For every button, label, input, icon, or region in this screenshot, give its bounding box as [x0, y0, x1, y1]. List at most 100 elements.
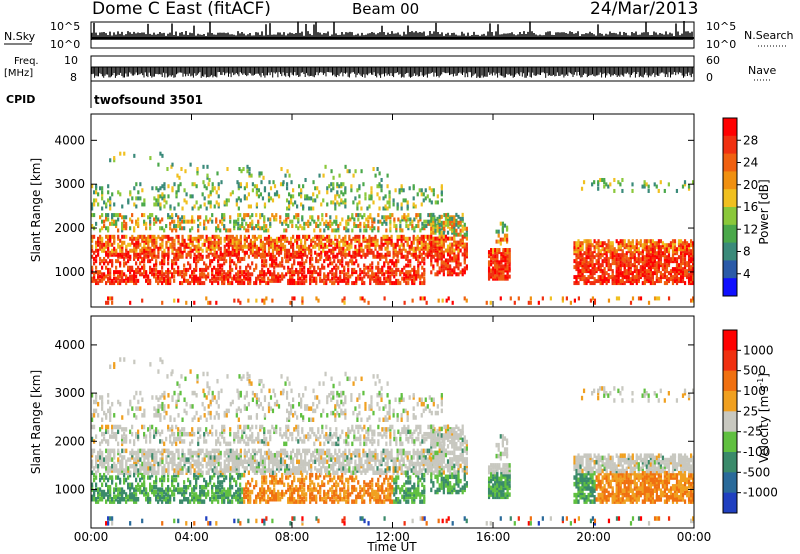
velocity-cell	[287, 482, 290, 488]
velocity-cell	[399, 499, 402, 504]
power-cell	[372, 200, 375, 205]
power-cell	[508, 248, 511, 253]
power-cell	[237, 221, 240, 226]
velocity-cell	[239, 497, 242, 502]
power-cell	[169, 236, 172, 241]
power-cell	[221, 281, 224, 286]
power-cell	[350, 254, 353, 259]
power-cell	[371, 276, 374, 281]
power-cell	[209, 263, 212, 268]
power-cell	[151, 213, 154, 218]
power-cell	[161, 217, 164, 222]
power-cell	[177, 272, 180, 277]
velocity-cell	[237, 499, 240, 504]
power-cell	[595, 279, 598, 284]
power-cell	[449, 236, 452, 241]
power-cell	[279, 182, 283, 187]
power-cell	[397, 217, 400, 222]
power-cell	[141, 202, 144, 207]
power-cell	[121, 278, 124, 283]
power-cell	[157, 274, 160, 279]
power-cell	[344, 198, 347, 203]
power-cell	[283, 228, 286, 233]
power-cell	[196, 171, 199, 176]
power-cell	[647, 300, 651, 305]
velocity-cell	[163, 475, 166, 480]
velocity-cell	[245, 489, 248, 495]
power-cell	[653, 245, 656, 250]
power-cell	[99, 240, 102, 245]
power-cell	[453, 215, 456, 220]
velocity-cell	[169, 487, 172, 492]
power-cell	[167, 270, 170, 275]
power-cell	[384, 234, 387, 239]
velocity-cell	[387, 492, 390, 497]
velocity-cell	[309, 497, 312, 502]
power-cell	[389, 215, 392, 220]
power-cell	[285, 236, 289, 241]
velocity-cell	[167, 497, 170, 502]
power-cell	[356, 188, 359, 193]
power-cell	[111, 217, 114, 222]
power-cell	[312, 198, 315, 203]
power-cell	[395, 270, 398, 275]
power-cell	[687, 273, 691, 278]
velocity-cell	[319, 484, 322, 490]
power-cell	[247, 224, 250, 229]
power-cell	[340, 250, 343, 255]
velocity-cell	[273, 475, 276, 480]
power-cell	[309, 265, 312, 270]
velocity-cell	[109, 492, 112, 497]
power-cell	[229, 281, 232, 286]
velocity-cell	[221, 497, 224, 502]
power-cell	[505, 225, 509, 230]
power-cell	[191, 248, 194, 253]
velocity-cell	[143, 472, 146, 478]
power-cell	[123, 272, 126, 277]
power-cell	[199, 252, 202, 257]
power-cell	[430, 234, 433, 239]
velocity-cell	[99, 492, 102, 497]
power-cell	[107, 272, 110, 277]
power-cell	[301, 272, 304, 277]
velocity-cell	[293, 497, 296, 502]
power-cell	[275, 276, 278, 281]
power-cell	[641, 184, 644, 189]
velocity-cell	[247, 497, 250, 502]
power-cell	[206, 173, 209, 178]
power-cell	[185, 252, 188, 257]
power-cell	[304, 196, 307, 201]
power-cell	[380, 184, 383, 189]
power-cell	[378, 171, 381, 176]
power-cell	[659, 271, 663, 276]
power-cell	[253, 226, 256, 231]
power-cell	[683, 245, 687, 250]
power-cell	[167, 261, 170, 266]
velocity-cell	[421, 492, 424, 497]
velocity-cell	[417, 489, 420, 495]
power-cell	[101, 192, 104, 197]
power-cell	[103, 242, 106, 247]
power-cell	[421, 272, 424, 277]
date-title: 24/Mar/2013	[590, 0, 698, 19]
power-cell	[217, 254, 220, 259]
power-cell	[360, 206, 363, 211]
power-cell	[111, 242, 114, 247]
power-cell	[629, 277, 632, 282]
power-cell	[440, 248, 443, 253]
power-cell	[235, 240, 238, 245]
power-cell	[663, 281, 667, 286]
power-cell	[285, 213, 288, 218]
power-cell	[125, 261, 128, 266]
power-cell	[415, 224, 418, 229]
power-cell	[356, 234, 359, 239]
power-cell	[245, 184, 248, 189]
velocity-cell	[407, 487, 410, 492]
power-cell	[330, 248, 333, 253]
velocity-cell	[329, 497, 332, 502]
power-cell	[187, 234, 190, 239]
power-cell	[93, 276, 96, 281]
power-cell	[251, 248, 254, 253]
power-cell	[683, 239, 687, 244]
velocity-cell	[97, 489, 100, 495]
